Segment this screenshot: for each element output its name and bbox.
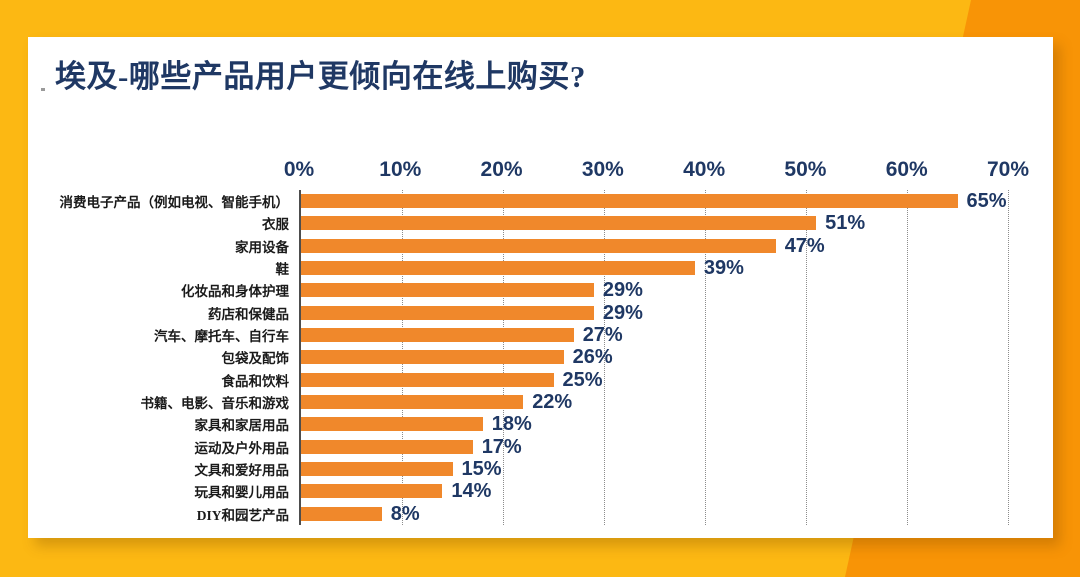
value-label: 26% [572, 346, 613, 369]
x-axis: 0% 10% 20% 30% 40% 50% 60% 70% [284, 150, 1029, 190]
x-axis-tick-label: 60% [885, 158, 928, 181]
bar [301, 484, 443, 499]
category-label: 衣服 [262, 217, 289, 233]
category-label: 运动及户外用品 [194, 440, 290, 456]
x-axis-tick-label: 30% [581, 158, 624, 181]
x-axis-tick-label: 50% [784, 158, 827, 181]
value-label: 22% [532, 391, 573, 414]
x-axis-tick-label: 20% [480, 158, 523, 181]
value-label: 14% [451, 480, 492, 503]
value-label: 8% [390, 502, 420, 525]
bar-row: 化妆品和身体护理 29% [181, 279, 1008, 302]
gridline [604, 190, 605, 525]
plot-area: 消费电子产品（例如电视、智能手机） 65% 衣服 51% 家用设备 47% 鞋 39% 化妆品和… [60, 190, 1009, 525]
gridline [1008, 190, 1009, 525]
bar [301, 328, 574, 343]
value-label: 29% [602, 279, 643, 302]
bar [301, 238, 776, 253]
bar-row: 玩具和婴儿用品 14% [195, 480, 1008, 503]
bar [301, 283, 594, 298]
gridline [705, 190, 706, 525]
bar [301, 350, 564, 365]
bar [301, 417, 483, 432]
bar [301, 506, 382, 521]
bar-row: 药店和保健品 29% [208, 301, 1008, 324]
category-label: 鞋 [275, 262, 290, 278]
bar [301, 305, 594, 320]
x-axis-tick-label: 70% [986, 158, 1030, 181]
value-label: 25% [562, 368, 603, 391]
category-label: DIY和园艺产品 [196, 507, 289, 523]
x-axis-tick-label: 10% [379, 158, 422, 181]
bar-row: 书籍、电影、音乐和游戏 22% [141, 391, 1008, 414]
stray-mark [41, 88, 45, 91]
bar [301, 462, 453, 477]
value-label: 18% [491, 413, 532, 436]
bar [301, 194, 958, 209]
bar [301, 261, 695, 276]
value-label: 27% [582, 324, 623, 347]
gridline [806, 190, 807, 525]
value-label: 15% [461, 458, 502, 481]
category-label: 文具和爱好用品 [194, 463, 290, 479]
value-label: 47% [784, 234, 825, 257]
category-label: 食品和饮料 [221, 373, 290, 389]
category-label: 消费电子产品（例如电视、智能手机） [59, 195, 290, 211]
category-label: 包袋及配饰 [221, 351, 290, 367]
bar [301, 372, 554, 387]
chart-title: 埃及-哪些产品用户更倾向在线上购买? [55, 59, 586, 94]
category-label: 汽车、摩托车、自行车 [154, 329, 289, 345]
value-label: 17% [481, 435, 522, 458]
bar-row: 文具和爱好用品 15% [195, 458, 1008, 481]
bar-row: DIY和园艺产品 8% [197, 502, 1008, 525]
value-label: 51% [825, 212, 866, 235]
category-label: 化妆品和身体护理 [181, 284, 289, 300]
category-label: 书籍、电影、音乐和游戏 [140, 396, 290, 412]
bar-row: 衣服 51% [262, 212, 1008, 235]
category-label: 家具和家居用品 [194, 418, 290, 434]
bar-row: 家用设备 47% [235, 234, 1008, 257]
bar-row: 包袋及配饰 26% [222, 346, 1008, 369]
value-label: 65% [966, 190, 1007, 213]
bar-row: 运动及户外用品 17% [195, 435, 1008, 458]
bar-row: 汽车、摩托车、自行车 27% [154, 324, 1008, 347]
bar-row: 鞋 39% [276, 257, 1008, 280]
value-label: 29% [602, 301, 643, 324]
bar-row: 家具和家居用品 18% [195, 413, 1008, 436]
category-label: 药店和保健品 [208, 306, 289, 322]
chart-card: 埃及-哪些产品用户更倾向在线上购买? 0% 10% 20% 30% 40% 50% 60% 7… [28, 37, 1053, 538]
gridline [907, 190, 908, 525]
value-label: 39% [703, 257, 744, 280]
bar [301, 439, 473, 454]
bar-row: 消费电子产品（例如电视、智能手机） 65% [60, 190, 1008, 213]
bar [301, 216, 817, 231]
bar [301, 395, 524, 410]
bar-row: 食品和饮料 25% [222, 368, 1008, 391]
x-axis-tick-label: 0% [283, 158, 315, 181]
x-axis-tick-label: 40% [683, 158, 726, 181]
category-label: 玩具和婴儿用品 [194, 485, 290, 501]
category-label: 家用设备 [235, 239, 289, 255]
